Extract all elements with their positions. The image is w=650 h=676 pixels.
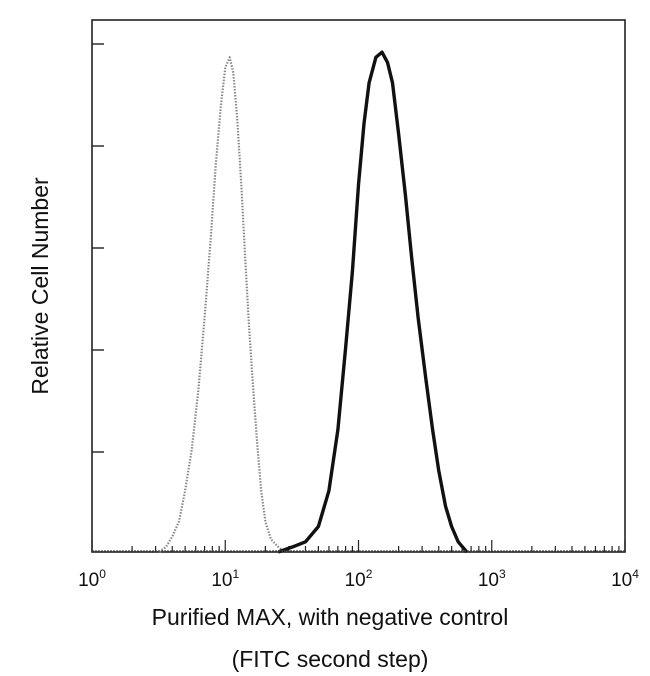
x-tick-label: 104 [611, 567, 639, 591]
x-axis-ticks [91, 540, 626, 552]
x-tick-label: 102 [345, 567, 373, 591]
x-tick-label: 101 [211, 567, 239, 591]
x-axis-subtitle: (FITC second step) [232, 646, 429, 672]
y-axis-title: Relative Cell Number [27, 177, 53, 395]
plot-frame [91, 19, 626, 553]
x-tick-label: 103 [478, 567, 506, 591]
x-axis-tick-labels: 100 101 102 103 104 [78, 567, 639, 591]
y-axis-ticks [92, 43, 104, 453]
series-2-curve [277, 50, 469, 554]
x-tick-label: 100 [78, 567, 106, 591]
series-layer [92, 50, 625, 554]
x-axis-title: Purified MAX, with negative control [152, 604, 509, 630]
series-1-curve [158, 56, 286, 553]
